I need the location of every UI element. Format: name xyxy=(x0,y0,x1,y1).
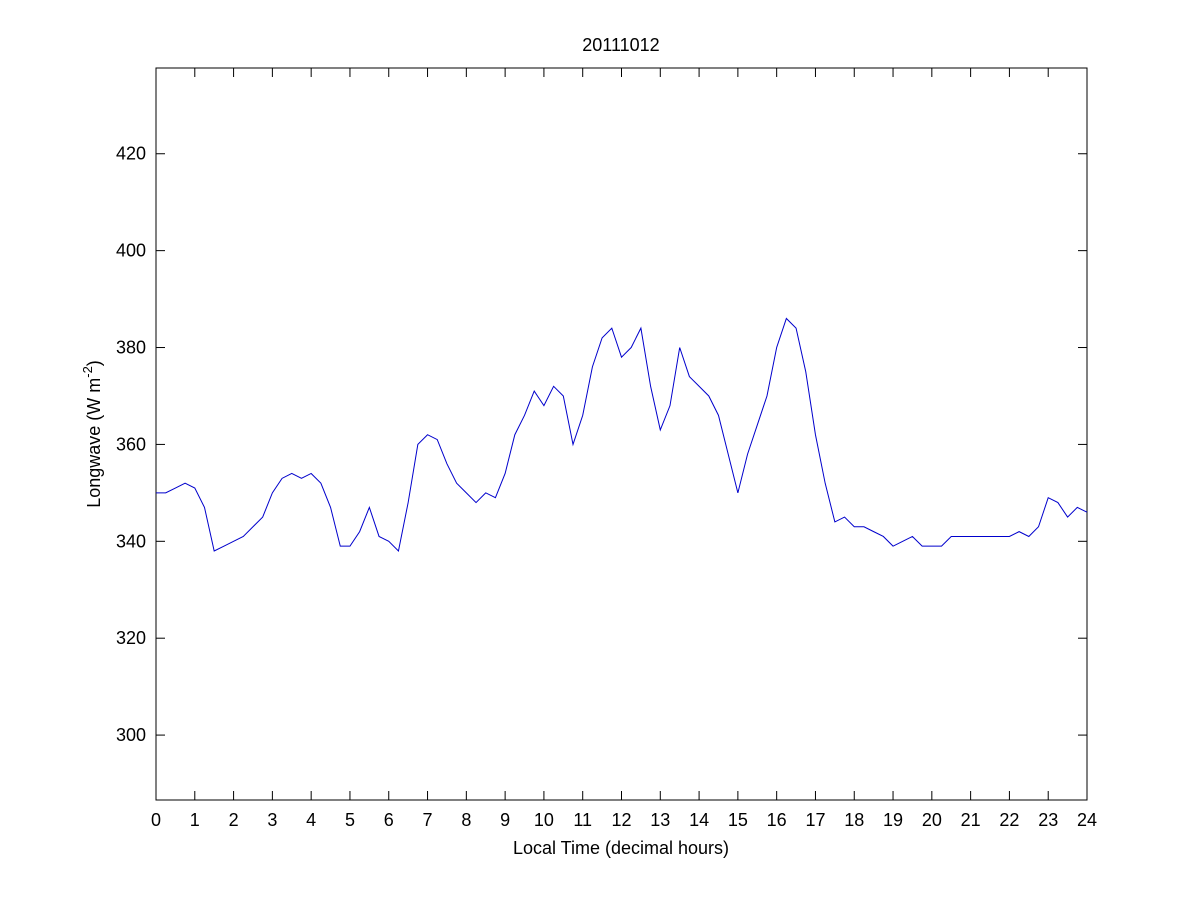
x-tick-label: 5 xyxy=(345,810,355,830)
x-tick-label: 9 xyxy=(500,810,510,830)
y-tick-label: 380 xyxy=(116,338,146,358)
x-tick-label: 20 xyxy=(922,810,942,830)
y-label-suffix: ) xyxy=(84,360,104,366)
x-tick-label: 14 xyxy=(689,810,709,830)
chart-title: 20111012 xyxy=(582,35,659,55)
y-tick-label: 360 xyxy=(116,434,146,454)
y-tick-label: 320 xyxy=(116,628,146,648)
x-tick-label: 6 xyxy=(384,810,394,830)
y-tick-label: 340 xyxy=(116,531,146,551)
y-axis-label: Longwave (W m-2) xyxy=(80,360,104,508)
data-line xyxy=(156,317,1088,553)
plot-box xyxy=(155,67,1088,801)
x-axis-label: Local Time (decimal hours) xyxy=(513,838,729,858)
x-tick-label: 16 xyxy=(767,810,787,830)
y-label-sup: -2 xyxy=(80,366,95,378)
x-tick-label: 15 xyxy=(728,810,748,830)
x-tick-label: 19 xyxy=(883,810,903,830)
x-tick-label: 21 xyxy=(961,810,981,830)
x-tick-label: 1 xyxy=(190,810,200,830)
y-tick-label: 300 xyxy=(116,725,146,745)
x-tick-label: 23 xyxy=(1038,810,1058,830)
y-tick-label: 420 xyxy=(116,144,146,164)
x-tick-label: 4 xyxy=(306,810,316,830)
x-tick-label: 17 xyxy=(805,810,825,830)
x-tick-label: 7 xyxy=(423,810,433,830)
x-tick-label: 18 xyxy=(844,810,864,830)
x-tick-label: 10 xyxy=(534,810,554,830)
x-tick-label: 11 xyxy=(573,810,592,830)
y-tick-label: 400 xyxy=(116,241,146,261)
x-tick-label: 0 xyxy=(151,810,161,830)
x-tick-label: 2 xyxy=(229,810,239,830)
x-tick-label: 22 xyxy=(999,810,1019,830)
x-tick-label: 3 xyxy=(267,810,277,830)
x-tick-label: 12 xyxy=(611,810,631,830)
y-label-text: Longwave (W m xyxy=(84,378,104,508)
x-tick-label: 8 xyxy=(461,810,471,830)
x-tick-label: 13 xyxy=(650,810,670,830)
x-tick-label: 24 xyxy=(1077,810,1097,830)
